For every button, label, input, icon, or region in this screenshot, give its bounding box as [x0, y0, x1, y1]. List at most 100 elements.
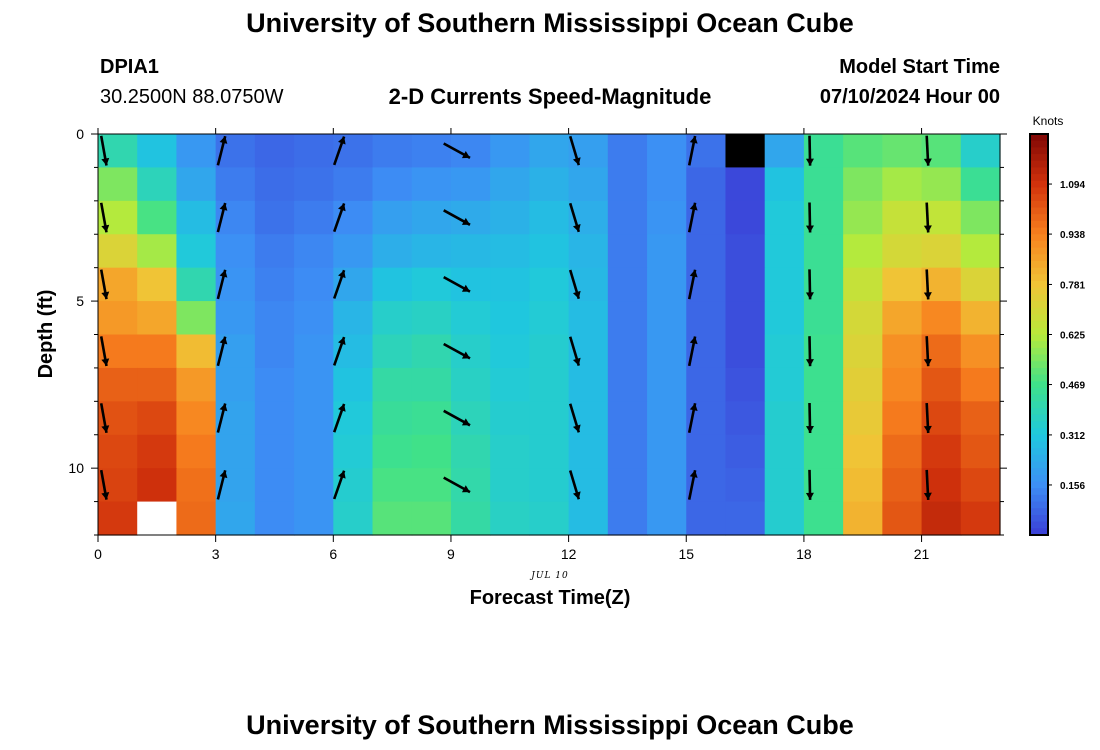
current-vector-head [338, 403, 346, 412]
colorbar-segment [1030, 488, 1048, 496]
heatmap-cell [372, 301, 413, 336]
colorbar-tick-label: 0.156 [1060, 481, 1085, 492]
heatmap-cell [843, 301, 883, 336]
heatmap-cell [372, 334, 413, 369]
current-vector-head [338, 470, 346, 479]
colorbar-segment [1030, 454, 1048, 463]
heatmap-cell [450, 167, 491, 202]
heatmap-cell [529, 401, 570, 436]
x-tick-label: 15 [678, 546, 694, 562]
heatmap-cell [176, 434, 217, 469]
heatmap-cell [98, 434, 138, 469]
heatmap-cell [98, 367, 138, 402]
heatmap-cell [921, 434, 962, 469]
heatmap-cell [490, 401, 530, 436]
heatmap-cell [490, 334, 530, 369]
current-vector-head [689, 470, 698, 478]
heatmap-cell [333, 301, 374, 336]
heatmap-cell [568, 234, 609, 269]
heatmap-cell [294, 401, 334, 436]
heatmap-cell [764, 468, 805, 503]
x-tick-label: 12 [561, 546, 577, 562]
heatmap-cell [529, 200, 570, 235]
colorbar-tick-label: 0.781 [1060, 280, 1085, 291]
current-vector-head [689, 403, 698, 411]
colorbar-segment [1030, 501, 1048, 509]
heatmap-cell [294, 434, 334, 469]
heatmap-cell [215, 501, 256, 536]
heatmap-cell [960, 234, 1001, 269]
heatmap-cell [960, 134, 1001, 169]
heatmap-cell [843, 200, 883, 235]
heatmap-cell [529, 334, 570, 369]
heatmap-cell [98, 501, 138, 536]
heatmap-cell [803, 434, 844, 469]
x-tick-label: 3 [212, 546, 220, 562]
heatmap-cell [294, 468, 334, 503]
heatmap-cell [333, 167, 374, 202]
colorbar-segment [1030, 134, 1048, 142]
current-vector-head [461, 284, 470, 292]
colorbar-segment [1030, 468, 1048, 476]
current-vector-head [101, 492, 110, 500]
colorbar-segment [1030, 281, 1048, 289]
date-label: JUL 10 [529, 571, 568, 581]
heatmap-cell [254, 468, 295, 503]
heatmap-cell [686, 301, 727, 336]
heatmap-cell [254, 401, 295, 436]
x-tick-label: 18 [796, 546, 812, 562]
colorbar-segment [1030, 401, 1048, 409]
colorbar-tick-label: 0.312 [1060, 431, 1085, 442]
heatmap-cell [568, 434, 609, 469]
heatmap-cell [176, 334, 217, 369]
heatmap-cell [725, 234, 766, 269]
heatmap-cell [176, 401, 217, 436]
colorbar-segment [1030, 428, 1048, 436]
heatmap-cell [372, 501, 413, 536]
heatmap-cell [215, 367, 256, 402]
heatmap-cell [647, 301, 687, 336]
heatmap-cell [137, 501, 178, 536]
heatmap-cell [607, 200, 648, 235]
heatmap-cell [254, 434, 295, 469]
colorbar: 1.094 0.938 0.781 0.625 0.469 0.312 0.156 [1029, 133, 1085, 536]
colorbar-segment [1030, 287, 1048, 295]
heatmap-cell [803, 167, 844, 202]
current-vector-head [572, 491, 581, 500]
current-vectors [99, 135, 932, 500]
colorbar-segment [1030, 408, 1048, 416]
colorbar-segment [1030, 367, 1048, 376]
x-axis: 0 3 6 9 12 15 18 21 [94, 128, 930, 562]
heatmap-cell [215, 167, 256, 202]
heatmap-cell [98, 234, 138, 269]
current-vector-head [805, 225, 814, 233]
heatmap-cell [490, 468, 530, 503]
colorbar-segment [1030, 274, 1048, 282]
heatmap-cell [607, 468, 648, 503]
heatmap-cell [176, 167, 217, 202]
current-vector-head [338, 136, 346, 145]
heatmap-cell [725, 468, 766, 503]
heatmap-cell [803, 234, 844, 269]
heatmap-cell [137, 334, 178, 369]
current-vector-head [805, 158, 814, 166]
current-vector-head [572, 424, 581, 433]
heatmap-cell [921, 234, 962, 269]
current-vector-head [101, 425, 110, 433]
current-vector-head [219, 269, 228, 278]
heatmap-cell [450, 367, 491, 402]
heatmap-cell [686, 167, 727, 202]
heatmap-cell [764, 301, 805, 336]
colorbar-segment [1030, 494, 1048, 503]
heatmap-cell [372, 134, 413, 169]
heatmap-cell [882, 267, 923, 302]
colorbar-segment [1030, 234, 1048, 242]
heatmap-cell [843, 134, 883, 169]
heatmap-cell [843, 401, 883, 436]
heatmap-cell [647, 134, 687, 169]
colorbar-segment [1030, 220, 1048, 229]
current-vector-head [461, 485, 470, 493]
heatmap-cell [137, 234, 178, 269]
heatmap-cell [647, 267, 687, 302]
colorbar-segment [1030, 474, 1048, 483]
